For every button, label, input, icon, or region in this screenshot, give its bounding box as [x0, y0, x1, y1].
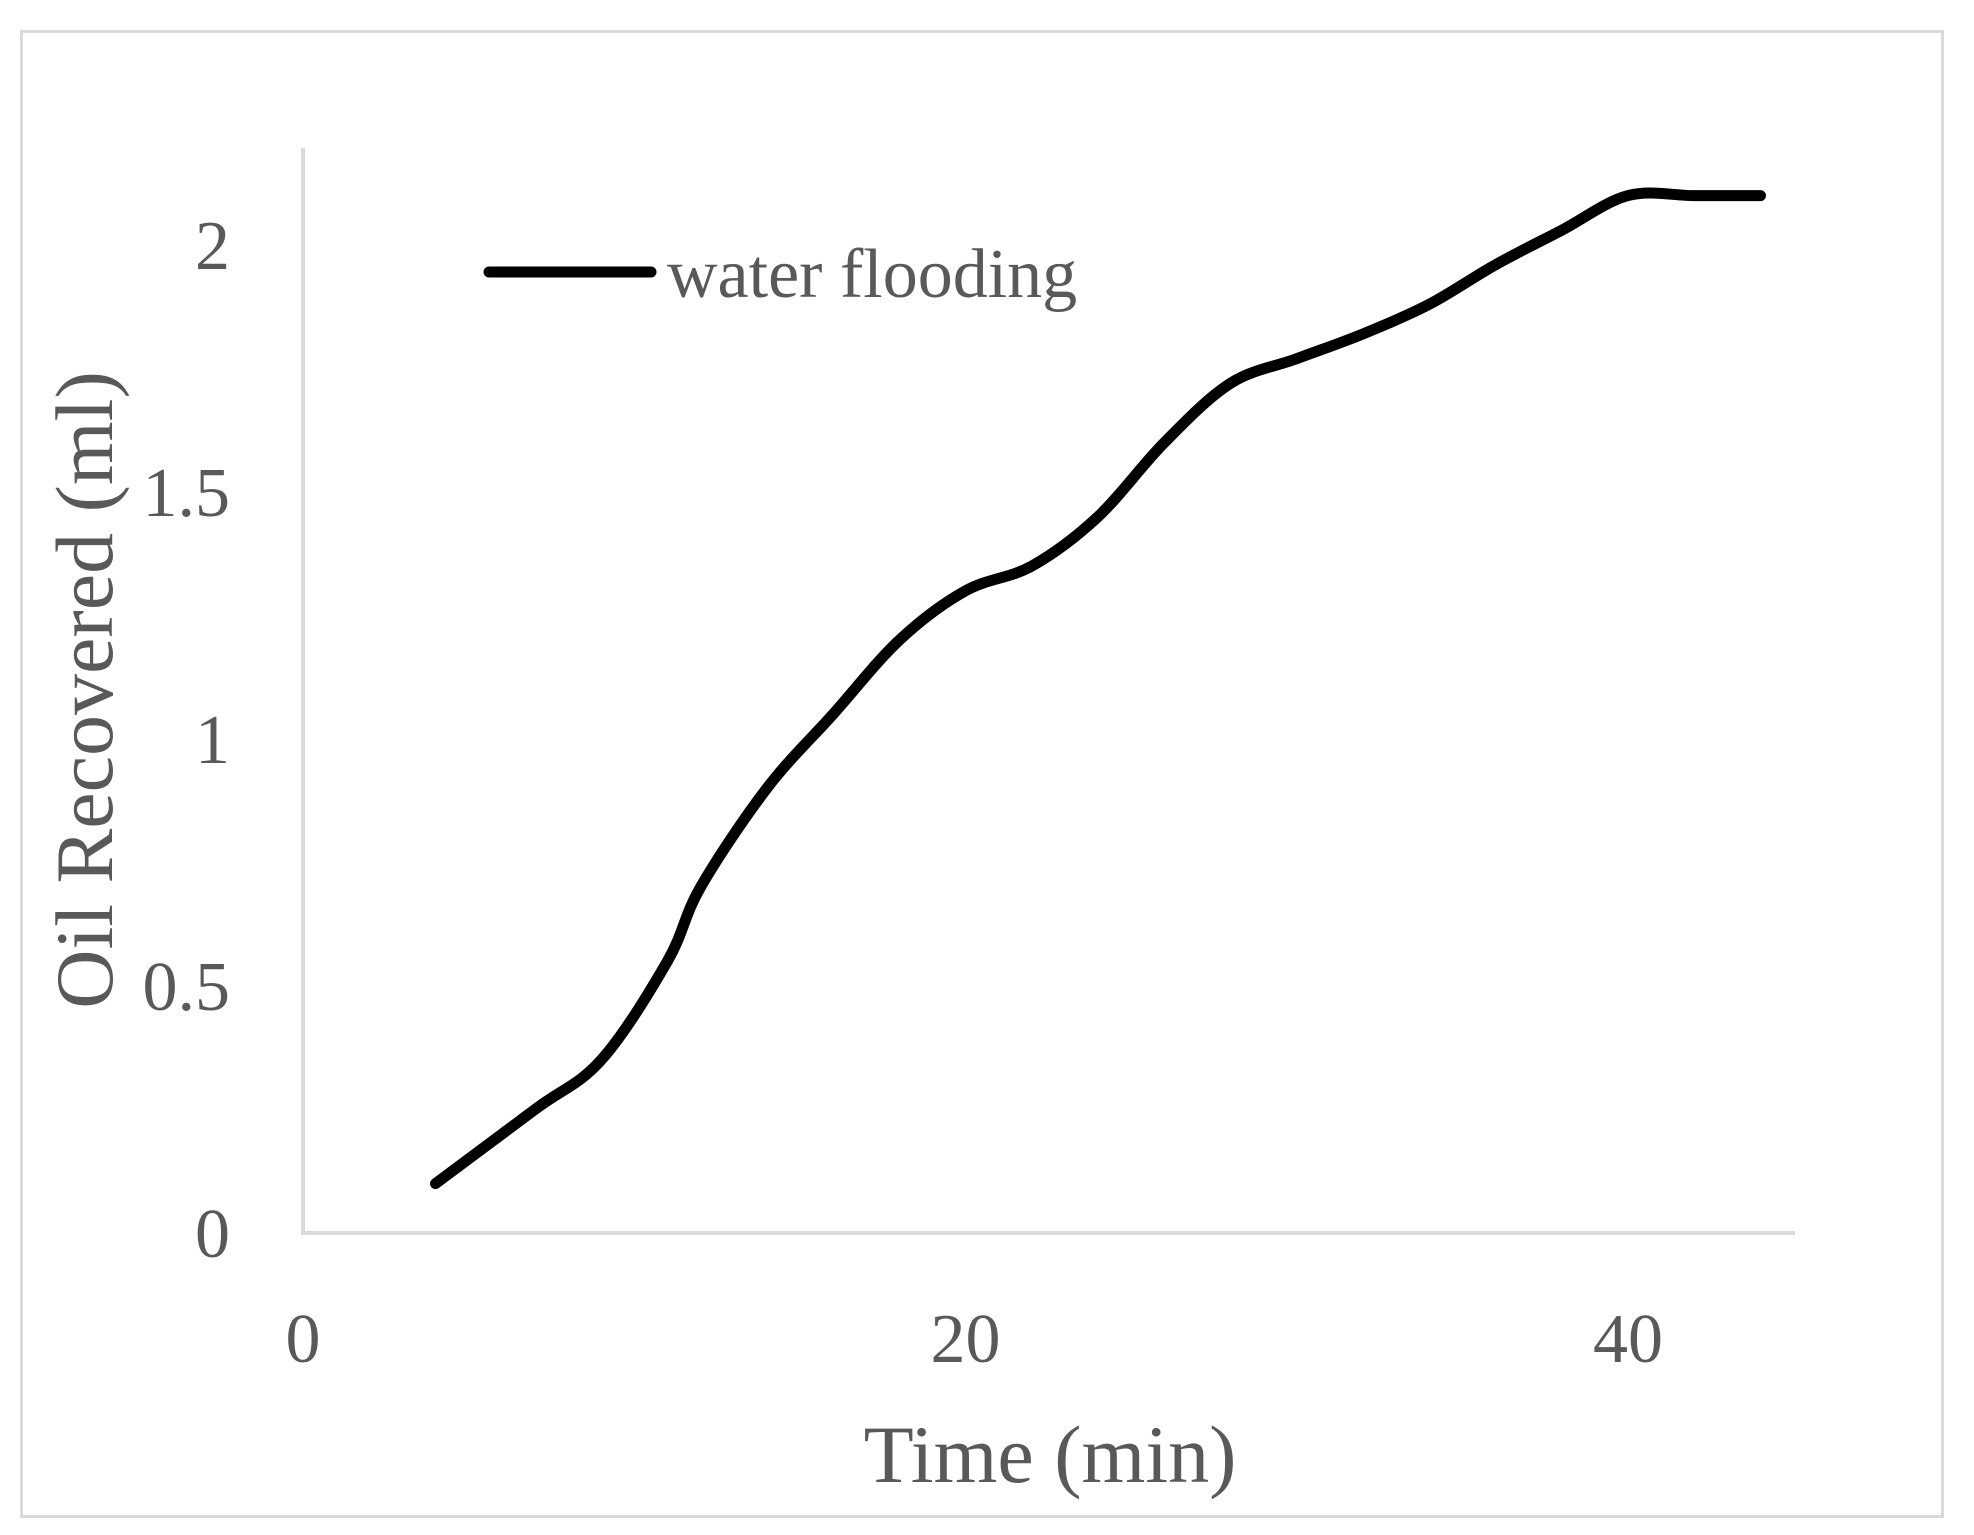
x-tick-labels: 0 20 40 — [286, 1301, 1664, 1378]
x-tick-label: 0 — [286, 1301, 321, 1378]
legend: water flooding — [483, 236, 1077, 313]
y-tick-label: 1 — [195, 702, 230, 779]
y-tick-label: 2 — [195, 208, 230, 285]
axes — [301, 148, 1795, 1235]
x-axis-title: Time (min) — [864, 1409, 1237, 1500]
y-tick-label: 0 — [195, 1196, 230, 1273]
x-tick-label: 20 — [931, 1301, 1001, 1378]
y-axis-title: Oil Recovered (ml) — [39, 371, 130, 1009]
legend-label: water flooding — [667, 236, 1077, 313]
series-layer — [430, 187, 1766, 1190]
y-tick-label: 1.5 — [143, 455, 231, 532]
series-line-water-flooding — [430, 187, 1766, 1190]
chart-frame — [20, 30, 1944, 1518]
y-tick-label: 0.5 — [143, 949, 231, 1026]
x-tick-label: 40 — [1593, 1301, 1663, 1378]
y-tick-labels: 0 0.5 1 1.5 2 — [143, 208, 231, 1273]
